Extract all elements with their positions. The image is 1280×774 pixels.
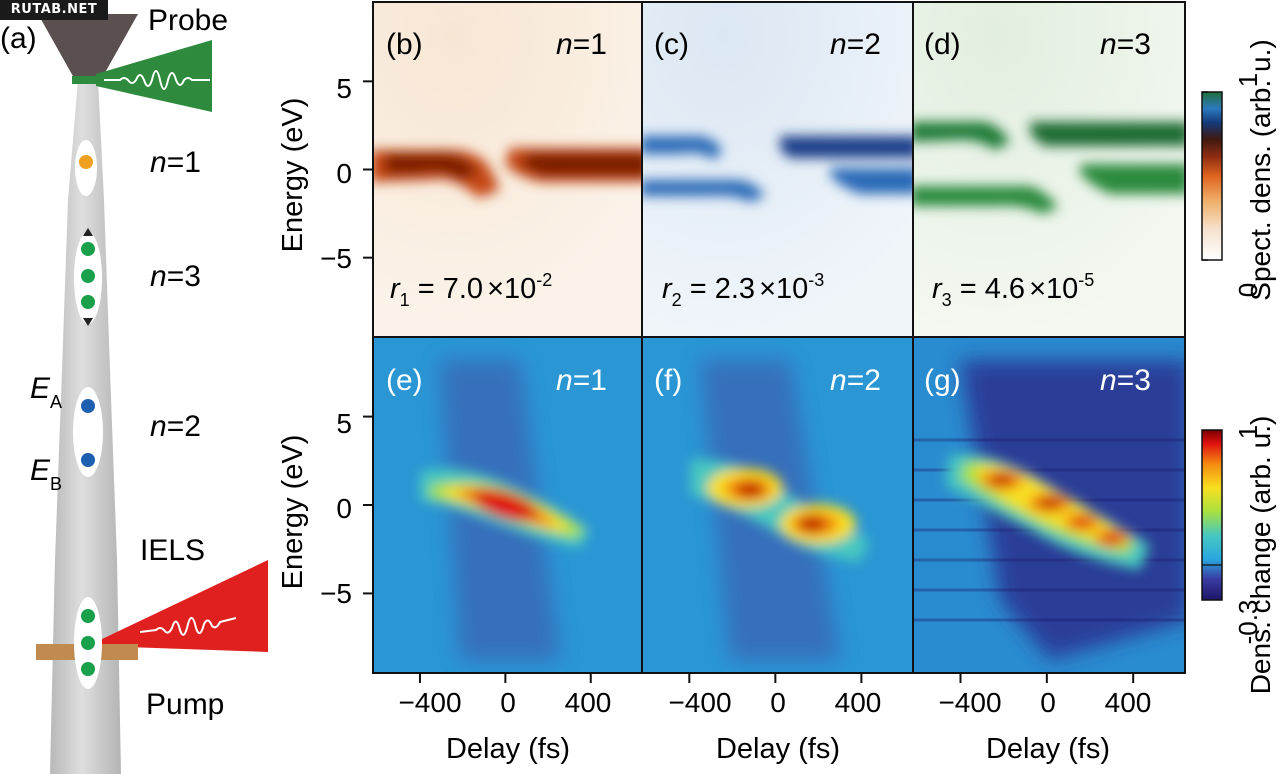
probe-label: Probe	[148, 4, 228, 37]
colorbar-bottom-max: 1	[1233, 425, 1263, 439]
probe-cone-icon	[38, 14, 138, 78]
colorbar-top-label: Spect. dens. (arb. u.)	[1245, 39, 1276, 300]
panel-d-heatmap	[913, 2, 1185, 337]
energy-level-b: EB	[30, 454, 62, 494]
panel-c-heatmap	[642, 2, 913, 337]
x-tick-label: 400	[1105, 687, 1152, 718]
green-electron-dot	[81, 662, 95, 676]
y-tick-label: 0	[336, 493, 352, 524]
y-tick-label: −5	[320, 578, 352, 609]
pump-waveform	[139, 617, 237, 636]
pump-label: Pump	[146, 688, 224, 721]
colorbar-bottom-label: Dens. change (arb. u.)	[1245, 416, 1276, 695]
panel-label-c: (c)	[654, 28, 689, 61]
y-axis-title-top: Energy (eV)	[277, 98, 309, 253]
green-electron-dot	[81, 295, 95, 309]
colorbar-bottom-min: -0.3	[1233, 600, 1263, 645]
panel-label-d: (d)	[924, 28, 961, 61]
green-electron-dot	[81, 636, 95, 650]
panel-n-c: n=2	[830, 28, 881, 61]
probe-aperture	[72, 76, 106, 84]
schematic-panel: (a) Probe n=1 n=3 n=2 EA EB IELS Pump	[0, 4, 268, 774]
colorbar-top-max: 1	[1233, 73, 1263, 87]
green-electron-dot	[81, 269, 95, 283]
panel-label-g: (g)	[924, 364, 961, 397]
state-label-n2: n=2	[150, 410, 201, 443]
watermark-logo: RUTAB.NET	[0, 0, 108, 20]
panel-n-g: n=3	[1100, 364, 1151, 397]
state-n2-ellipse	[73, 387, 103, 477]
colorbar-bottom: 1 -0.3 Dens. change (arb. u.)	[1201, 416, 1276, 695]
blue-electron-dot	[81, 399, 95, 413]
annotation-r3: r3 = 4.6 ×10-5	[932, 270, 1094, 310]
panel-label-a: (a)	[0, 22, 37, 55]
panel-n-f: n=2	[830, 364, 881, 397]
x-tick-label: 400	[835, 687, 882, 718]
green-electron-dot	[81, 242, 95, 256]
x-axis-title: Delay (fs)	[716, 733, 840, 765]
x-tick-label: −400	[938, 687, 1001, 718]
annotation-r2: r2 = 2.3 ×10-3	[662, 270, 824, 310]
y-tick-label: 5	[336, 408, 352, 439]
green-electron-dot	[81, 609, 95, 623]
panel-n-e: n=1	[556, 364, 607, 397]
colorbar-top: 1 0 Spect. dens. (arb. u.)	[1201, 39, 1276, 301]
x-tick-label: 0	[1040, 687, 1056, 718]
panel-label-b: (b)	[386, 28, 423, 61]
axis-ticks	[363, 80, 1135, 683]
arrow-down-icon	[83, 318, 93, 326]
annotation-r1: r1 = 7.0 ×10-2	[390, 270, 552, 310]
x-tick-label: 0	[770, 687, 786, 718]
panel-e-heatmap	[373, 337, 642, 673]
x-tick-label: −400	[398, 687, 461, 718]
panel-label-f: (f)	[654, 364, 682, 397]
y-tick-label: 0	[336, 158, 352, 189]
iels-label: IELS	[140, 534, 205, 567]
x-tick-label: 400	[565, 687, 612, 718]
pump-pulse-icon	[100, 560, 268, 652]
state-label-n3: n=3	[150, 260, 201, 293]
panel-frames	[372, 1, 1186, 674]
x-tick-label: 0	[500, 687, 516, 718]
panel-label-e: (e)	[386, 364, 423, 397]
x-axis-title: Delay (fs)	[446, 733, 570, 765]
blue-electron-dot	[81, 453, 95, 467]
probe-waveform	[104, 70, 210, 90]
panel-n-d: n=3	[1100, 28, 1151, 61]
colorbar-top-min: 0	[1233, 283, 1263, 297]
orange-electron-dot	[79, 155, 93, 169]
x-tick-label: −400	[668, 687, 731, 718]
y-tick-label: −5	[320, 243, 352, 274]
panel-n-b: n=1	[556, 28, 607, 61]
y-axis-title-bottom: Energy (eV)	[277, 435, 309, 590]
panel-b-heatmap	[373, 2, 642, 337]
panel-f-heatmap	[642, 337, 913, 673]
x-axis-title: Delay (fs)	[986, 733, 1110, 765]
energy-level-a: EA	[30, 372, 62, 412]
y-tick-label: 5	[336, 73, 352, 104]
panel-g-heatmap	[913, 337, 1185, 673]
state-label-n1: n=1	[150, 146, 201, 179]
arrow-up-icon	[83, 228, 93, 236]
